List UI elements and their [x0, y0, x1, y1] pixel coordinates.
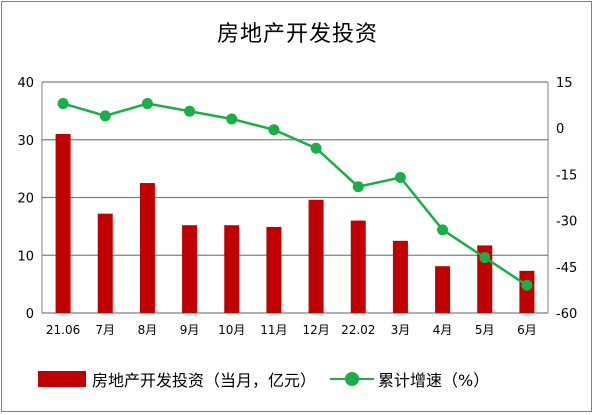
- line-point: [226, 113, 238, 125]
- line-point: [184, 105, 196, 117]
- line-point: [99, 110, 111, 122]
- right-tick-label: 15: [556, 76, 573, 91]
- bar: [55, 133, 71, 313]
- x-tick-label: 10月: [218, 323, 245, 337]
- x-tick-label: 7月: [95, 323, 115, 337]
- line-point: [437, 224, 449, 236]
- legend-bar-label: 房地产开发投资（当月，亿元）: [92, 371, 317, 390]
- line-point: [352, 181, 364, 193]
- right-tick-label: -60: [556, 307, 577, 322]
- bar: [182, 225, 198, 313]
- x-tick-label: 4月: [433, 323, 453, 337]
- line-point: [521, 279, 533, 291]
- left-tick-label: 0: [26, 307, 34, 322]
- bar: [519, 270, 535, 313]
- bar: [97, 213, 113, 313]
- bar: [477, 245, 493, 313]
- bar: [266, 226, 282, 313]
- bar: [308, 199, 324, 313]
- legend-line-swatch: [330, 371, 375, 387]
- legend-line-label: 累计增速（%）: [378, 371, 490, 390]
- left-tick-label: 40: [17, 76, 34, 91]
- x-tick-label: 22.02: [341, 323, 375, 337]
- x-tick-label: 9月: [180, 323, 200, 337]
- x-tick-label: 5月: [475, 323, 495, 337]
- line-point: [141, 98, 153, 110]
- line-point: [394, 171, 406, 183]
- bar: [392, 240, 408, 313]
- bar: [139, 183, 155, 313]
- line-point: [479, 252, 491, 264]
- right-tick-label: -30: [556, 215, 577, 230]
- left-tick-label: 20: [17, 192, 34, 207]
- left-tick-label: 10: [17, 249, 34, 264]
- x-tick-label: 8月: [138, 323, 158, 337]
- right-tick-label: 0: [556, 122, 564, 137]
- x-tick-label: 12月: [302, 323, 329, 337]
- line-point: [57, 98, 69, 110]
- x-tick-label: 6月: [517, 323, 537, 337]
- right-tick-label: -15: [556, 168, 577, 183]
- x-tick-label: 21.06: [46, 323, 80, 337]
- x-tick-label: 11月: [260, 323, 287, 337]
- bar: [224, 225, 240, 313]
- chart-title: 房地产开发投资: [216, 22, 378, 47]
- legend-bar-swatch: [38, 371, 86, 387]
- bar: [350, 220, 366, 313]
- line-point: [310, 142, 322, 154]
- bar: [435, 266, 451, 313]
- left-tick-label: 30: [17, 134, 34, 149]
- x-tick-label: 3月: [391, 323, 411, 337]
- legend: 房地产开发投资（当月，亿元） 累计增速（%）: [38, 366, 578, 392]
- line-point: [268, 124, 280, 136]
- growth-line: [62, 102, 528, 287]
- right-tick-label: -45: [556, 261, 577, 276]
